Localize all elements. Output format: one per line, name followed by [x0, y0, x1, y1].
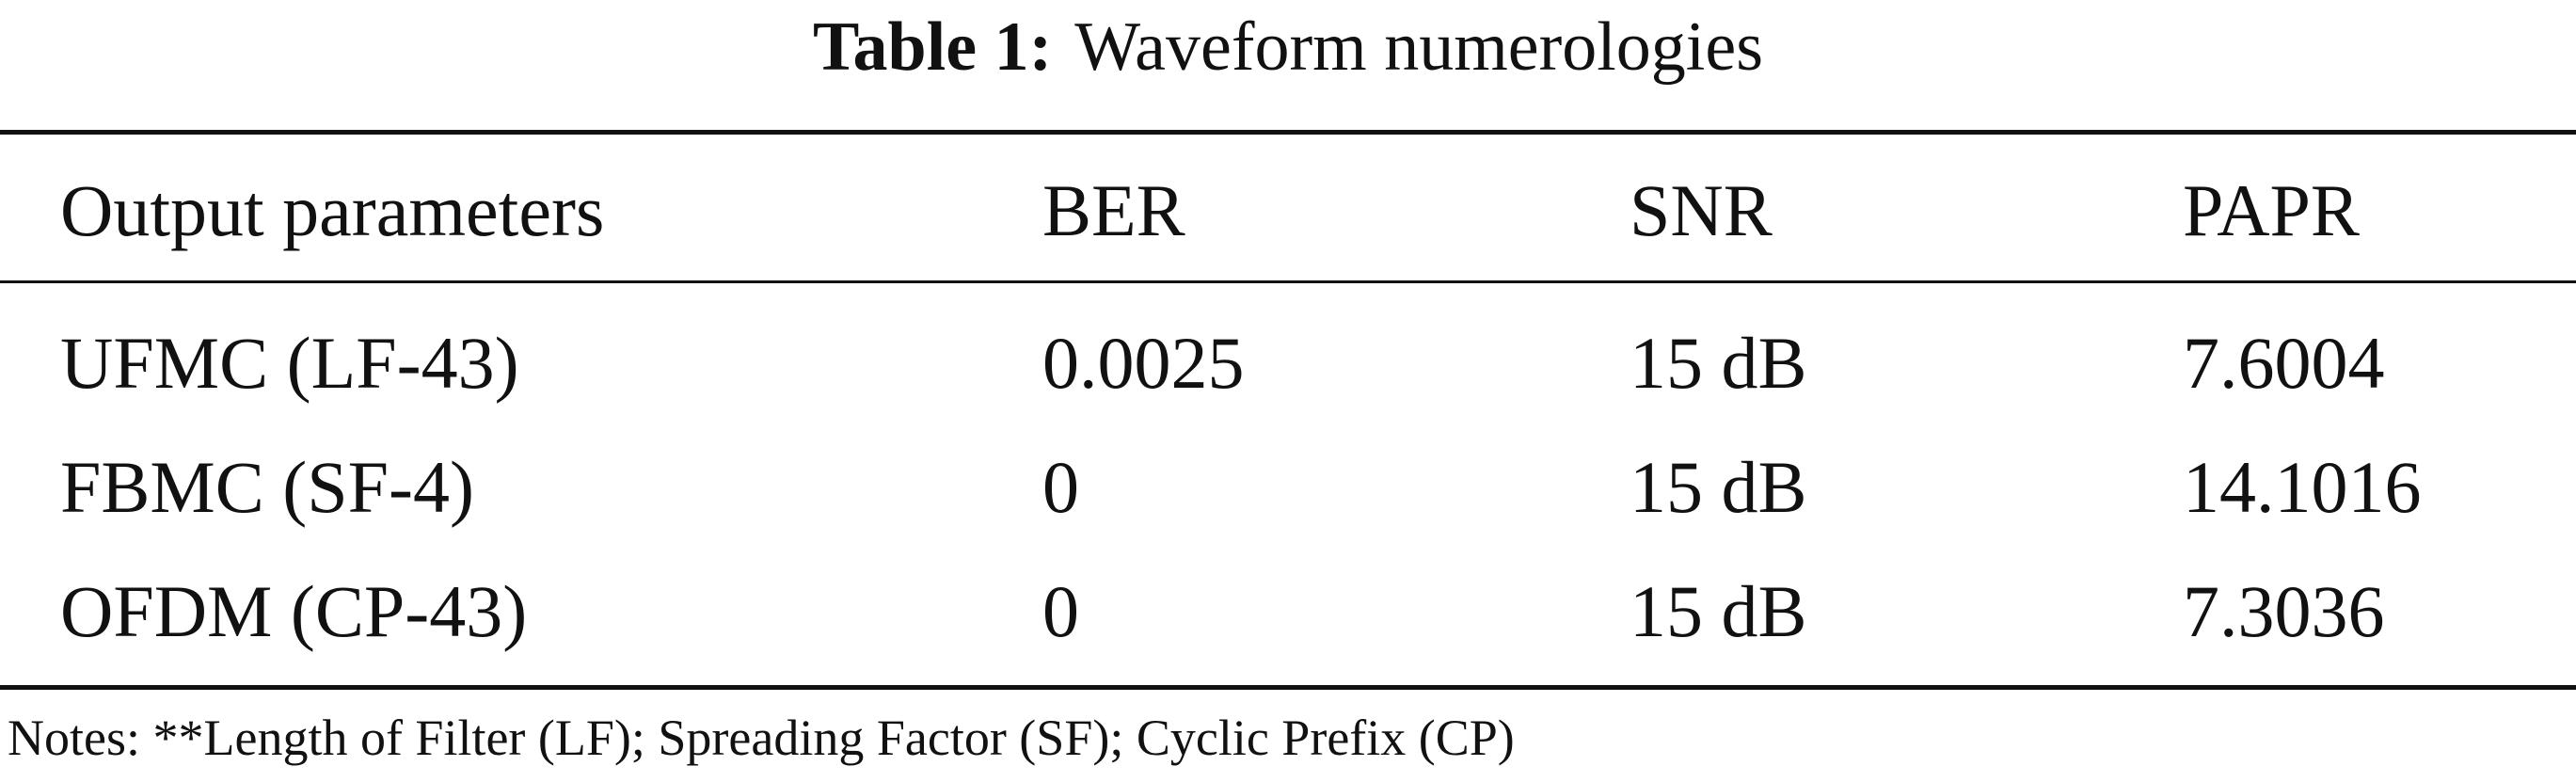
table-notes: Notes: **Length of Filter (LF); Spreadin…	[8, 710, 1515, 766]
table-cell: OFDM (CP-43)	[60, 570, 528, 652]
header-cell: BER	[1042, 169, 1185, 251]
header-rule	[0, 280, 2576, 283]
header-cell: Output parameters	[60, 169, 605, 251]
header-cell: PAPR	[2183, 169, 2360, 251]
table-cell: 0	[1042, 570, 1079, 652]
table-cell: 7.6004	[2183, 322, 2385, 404]
table-cell: FBMC (SF-4)	[60, 446, 474, 528]
table-cell: 15 dB	[1630, 446, 1807, 528]
table-cell: 0.0025	[1042, 322, 1245, 404]
table-cell: 15 dB	[1630, 570, 1807, 652]
table-cell: 14.1016	[2183, 446, 2422, 528]
table-cell: 7.3036	[2183, 570, 2385, 652]
table-caption: Waveform numerologies	[1074, 8, 1764, 86]
table-label: Table 1:	[812, 8, 1053, 86]
table-cell: UFMC (LF-43)	[60, 322, 519, 404]
table-cell: 15 dB	[1630, 322, 1807, 404]
table-cell: 0	[1042, 446, 1079, 528]
header-cell: SNR	[1630, 169, 1773, 251]
top-rule	[0, 130, 2576, 135]
bottom-rule	[0, 685, 2576, 690]
table-title: Table 1: Waveform numerologies	[0, 9, 2576, 85]
